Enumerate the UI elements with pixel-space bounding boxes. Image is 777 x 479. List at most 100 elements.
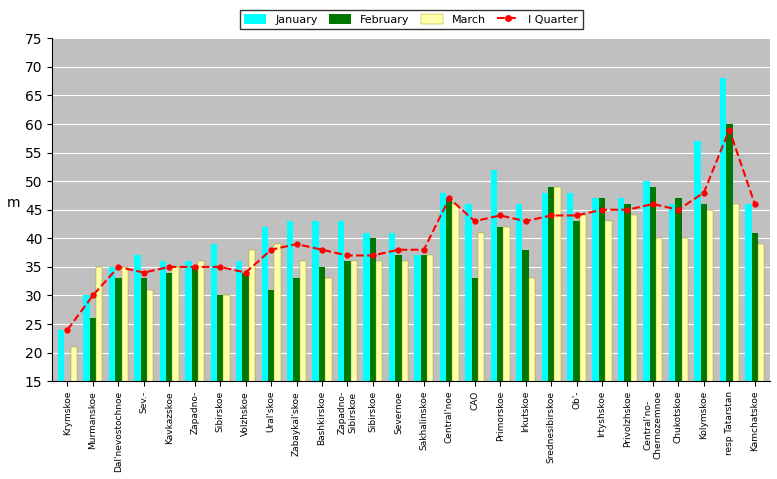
Bar [388,233,395,467]
Bar [57,330,64,467]
Bar [64,381,71,467]
Bar [580,216,586,467]
I Quarter [470,218,479,224]
Bar [217,296,223,467]
I Quarter [292,241,301,247]
Bar [192,267,198,467]
I Quarter [190,264,200,270]
Bar [701,204,707,467]
Bar [185,261,192,467]
Bar [294,278,300,467]
I Quarter [623,207,632,213]
I Quarter [648,201,657,207]
Bar [478,233,484,467]
Bar [452,204,459,467]
I Quarter [394,247,403,252]
Bar [650,187,656,467]
I Quarter [572,213,581,218]
Bar [675,198,681,467]
Bar [160,261,166,467]
Bar [71,347,77,467]
I Quarter [165,264,174,270]
I Quarter [215,264,225,270]
Bar [751,233,758,467]
I Quarter [674,207,683,213]
Bar [490,170,497,467]
Bar [274,244,280,467]
Bar [681,239,688,467]
Legend: January, February, March, I Quarter: January, February, March, I Quarter [240,10,583,29]
Bar [236,261,242,467]
Bar [420,255,427,467]
Bar [440,193,446,467]
Bar [522,250,529,467]
I Quarter [89,293,98,298]
Bar [446,198,452,467]
Bar [465,204,472,467]
Bar [472,278,478,467]
Bar [669,204,675,467]
Bar [548,187,554,467]
Bar [211,244,217,467]
I Quarter [241,270,250,275]
Bar [121,267,128,467]
Bar [624,204,631,467]
Bar [376,261,382,467]
Bar [395,255,402,467]
Bar [198,261,204,467]
Bar [643,181,650,467]
Bar [89,319,96,467]
I Quarter [317,247,326,252]
Bar [147,290,153,467]
Bar [344,261,350,467]
Bar [83,296,89,467]
Bar [268,290,274,467]
Bar [319,267,326,467]
Bar [312,221,319,467]
Bar [402,261,408,467]
Line: I Quarter: I Quarter [65,127,758,332]
Bar [141,278,147,467]
Bar [134,255,141,467]
I Quarter [343,252,352,258]
Bar [695,141,701,467]
Bar [707,210,713,467]
Bar [172,267,179,467]
I Quarter [750,201,759,207]
Bar [166,273,172,467]
Bar [326,278,332,467]
I Quarter [267,247,276,252]
Bar [497,227,503,467]
Bar [516,204,522,467]
Bar [249,250,255,467]
Bar [720,78,726,467]
Bar [262,227,268,467]
I Quarter [699,190,709,195]
Bar [758,244,765,467]
Y-axis label: m: m [7,196,20,210]
Bar [370,239,376,467]
I Quarter [419,247,428,252]
Bar [726,124,733,467]
Bar [364,233,370,467]
Bar [242,273,249,467]
Bar [414,255,420,467]
I Quarter [444,195,454,201]
Bar [542,193,548,467]
I Quarter [546,213,556,218]
Bar [529,278,535,467]
Bar [599,198,605,467]
I Quarter [725,127,734,133]
I Quarter [368,252,378,258]
Bar [96,267,103,467]
Bar [287,221,294,467]
Bar [350,261,357,467]
I Quarter [139,270,148,275]
Bar [631,216,637,467]
Bar [223,296,230,467]
Bar [656,239,663,467]
Bar [427,255,434,467]
I Quarter [113,264,123,270]
Bar [573,221,580,467]
Bar [605,221,611,467]
